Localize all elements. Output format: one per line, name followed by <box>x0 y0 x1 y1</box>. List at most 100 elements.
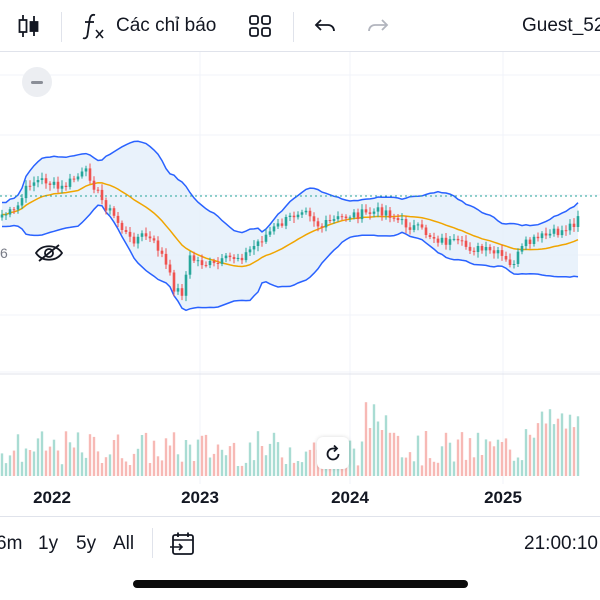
volume-bar <box>212 453 216 476</box>
volume-bar <box>532 437 536 476</box>
layout-templates-button[interactable] <box>248 0 272 52</box>
volume-bar <box>492 446 496 476</box>
volume-bar <box>452 461 456 476</box>
candlestick <box>556 228 560 236</box>
candlestick <box>300 212 304 215</box>
candlestick <box>260 241 264 243</box>
eye-hidden-icon[interactable] <box>34 243 64 263</box>
candlestick-chart-type-button[interactable] <box>16 0 40 52</box>
volume-bar <box>256 431 260 476</box>
candlestick <box>4 214 8 216</box>
candlestick <box>576 216 580 227</box>
indicators-button[interactable]: Các chỉ báo <box>80 0 216 52</box>
volume-bar <box>444 432 448 476</box>
volume-bar <box>188 444 192 476</box>
volume-bar <box>172 432 176 476</box>
candlestick <box>64 185 68 187</box>
range-1y-button[interactable]: 1y <box>38 533 59 554</box>
candlestick <box>0 214 4 218</box>
candlestick <box>352 212 356 218</box>
candlestick <box>376 207 380 212</box>
volume-bar <box>464 459 468 476</box>
volume-bar <box>484 439 488 476</box>
volume-bar <box>276 442 280 476</box>
volume-bar <box>364 402 368 476</box>
candlestick <box>76 176 80 180</box>
candlestick <box>124 230 128 232</box>
volume-bar <box>412 461 416 476</box>
candlestick <box>192 255 196 261</box>
volume-bar <box>84 457 88 476</box>
range-5y-button[interactable]: 5y <box>76 533 97 554</box>
candlestick <box>44 178 48 184</box>
volume-bar <box>424 431 428 476</box>
home-indicator <box>133 580 468 588</box>
candlestick <box>548 233 552 236</box>
candlestick <box>340 216 344 218</box>
candlestick <box>388 210 392 218</box>
range-6m-button[interactable]: 6m <box>0 533 23 554</box>
candlestick <box>48 183 52 185</box>
volume-bar <box>240 465 244 476</box>
volume-bar <box>68 442 72 476</box>
reset-chart-button[interactable] <box>317 437 349 469</box>
volume-bar <box>136 448 140 476</box>
volume-bar <box>456 439 460 476</box>
go-to-date-button[interactable] <box>170 516 196 572</box>
candlestick <box>92 180 96 190</box>
candlestick <box>364 209 368 213</box>
candlestick <box>552 228 556 234</box>
volume-bar <box>120 458 124 476</box>
volume-bar <box>504 438 508 476</box>
volume-bar <box>196 439 200 476</box>
volume-bar <box>476 432 480 476</box>
candlestick <box>264 234 268 242</box>
volume-bar <box>352 448 356 476</box>
volume-bar <box>420 465 424 476</box>
candlestick <box>472 250 476 252</box>
volume-bar <box>564 428 568 476</box>
collapse-legend-button[interactable] <box>22 67 52 97</box>
volume-bar <box>292 462 296 476</box>
volume-bar <box>300 462 304 476</box>
minus-icon <box>31 80 43 84</box>
user-account-button[interactable]: Guest_52 <box>522 0 600 52</box>
volume-bar <box>180 461 184 476</box>
volume-bar <box>356 465 360 476</box>
candlestick <box>104 200 108 211</box>
volume-bar <box>512 460 516 476</box>
candlestick <box>464 240 468 247</box>
volume-bar <box>216 444 220 476</box>
candlestick <box>544 233 548 236</box>
x-axis-year-label: 2025 <box>484 488 522 507</box>
volume-bar <box>380 430 384 476</box>
candlestick <box>256 241 260 246</box>
candlestick <box>200 260 204 266</box>
candlestick <box>404 219 408 228</box>
candlestick <box>72 178 76 180</box>
candlestick <box>204 265 208 267</box>
candlestick <box>360 209 364 220</box>
top-toolbar: Các chỉ báo Guest_52 <box>0 0 600 52</box>
price-chart[interactable]: 2022 2023 2024 2025 <box>0 52 600 516</box>
candlestick <box>224 255 228 259</box>
candlestick <box>476 246 480 252</box>
undo-button[interactable] <box>313 0 337 52</box>
candlestick <box>8 209 12 215</box>
volume-bar <box>540 411 544 476</box>
volume-bar <box>544 423 548 476</box>
range-all-button[interactable]: All <box>113 533 135 554</box>
volume-bar <box>432 461 436 476</box>
volume-bar <box>244 462 248 476</box>
volume-bar <box>104 457 108 476</box>
moving-average-line <box>2 182 579 268</box>
volume-bar <box>204 434 208 476</box>
bottom-toolbar <box>0 516 600 572</box>
candlestick <box>356 212 360 219</box>
candlestick <box>168 264 172 273</box>
redo-button[interactable] <box>366 0 390 52</box>
candlestick <box>284 217 288 226</box>
volume-bar <box>308 449 312 476</box>
candlestick <box>24 185 28 199</box>
indicators-label: Các chỉ báo <box>116 15 217 36</box>
